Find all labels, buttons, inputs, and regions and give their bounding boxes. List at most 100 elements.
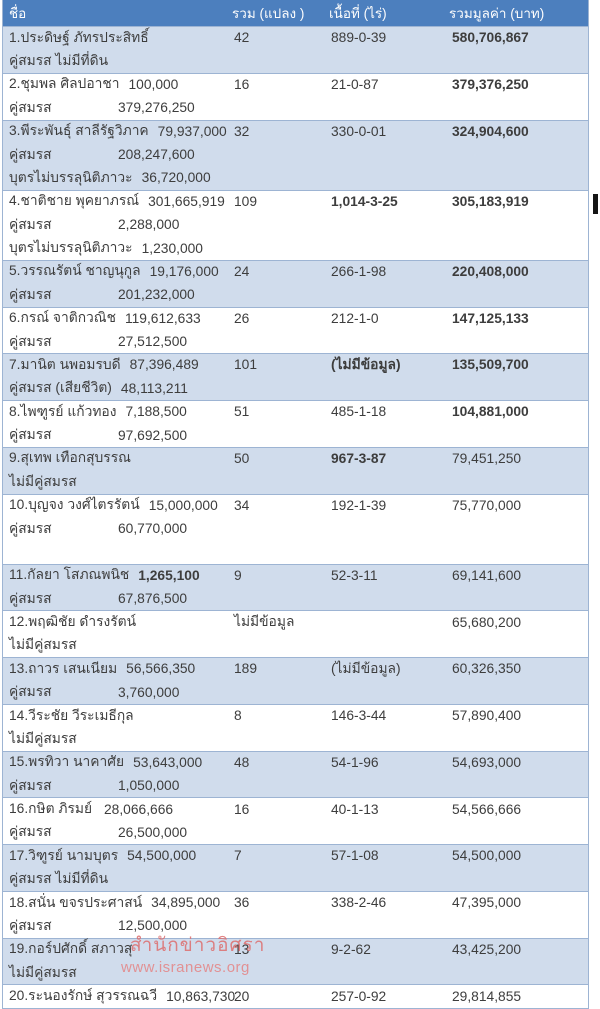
table-row: 1.ประดิษฐ์ ภัทรประสิทธิ์ 42 889-0-39 580,70… <box>2 26 589 73</box>
value-cell: 379,376,250 <box>452 76 529 92</box>
name-cell: 8.ไพฑูรย์ แก้วทอง <box>9 403 117 419</box>
value-cell: 54,566,666 <box>452 801 522 817</box>
amount-cell: 301,665,919 <box>148 193 225 209</box>
amount-cell: 7,188,500 <box>125 404 187 420</box>
area-cell: 330-0-01 <box>331 123 387 139</box>
row-main-line: 17.วิฑูรย์ นามบุตร 54,500,000 7 57-1-08 54,5… <box>3 844 588 867</box>
amount-cell: 3,760,000 <box>118 684 180 700</box>
name-cell: ไม่มีคู่สมรส <box>9 964 77 980</box>
name-cell: 13.ถาวร เสนเนียม <box>9 660 118 676</box>
amount-cell: 34,895,000 <box>151 895 221 911</box>
row-sub-line: คู่สมรส 27,512,500 <box>3 330 588 353</box>
amount-cell: 15,000,000 <box>148 497 218 513</box>
name-cell: ไม่มีคู่สมรส <box>9 473 77 489</box>
row-main-line: 12.พฤฒิชัย ดำรงรัตน์ ไม่มีข้อมูล 65,680,20… <box>3 610 588 633</box>
name-cell: คู่สมรส <box>9 286 52 302</box>
table-row: 20.ระนองรักษ์ สุวรรณฉวี 10,863,730 20 257-0… <box>2 984 589 1007</box>
header-area: เนื้อที่ (ไร่) <box>329 6 387 21</box>
amount-cell: 379,276,250 <box>118 100 195 116</box>
area-cell: (ไม่มีข้อมูล) <box>331 660 401 676</box>
amount-cell: 54,500,000 <box>127 848 197 864</box>
row-sub-line: คู่สมรส 379,276,250 <box>3 96 588 119</box>
row-main-line: 14.วีระชัย วีระเมธีกุล 8 146-3-44 57,890,40… <box>3 704 588 727</box>
area-cell: 146-3-44 <box>331 708 387 724</box>
row-sub-line: คู่สมรส 97,692,500 <box>3 423 588 446</box>
table-row: 16.กษิต ภิรมย์ 28,066,666 16 40-1-13 54,566,… <box>2 797 589 844</box>
table-row: 12.พฤฒิชัย ดำรงรัตน์ ไม่มีข้อมูล 65,680,20… <box>2 610 589 657</box>
row-sub-line: บุตรไม่บรรลุนิติภาวะ 36,720,000 <box>3 166 588 189</box>
row-main-line: 13.ถาวร เสนเนียม 56,566,350 189 (ไม่มีข้อมู… <box>3 657 588 680</box>
name-cell: คู่สมรส <box>9 216 52 232</box>
row-main-line: 9.สุเทพ เทือกสุบรรณ 50 967-3-87 79,451,250 <box>3 447 588 470</box>
row-main-line: 6.กรณ์ จาติกวณิช 119,612,633 26 212-1-0 147,… <box>3 307 588 330</box>
plots-cell: 51 <box>234 404 250 420</box>
amount-cell: 26,500,000 <box>118 824 188 840</box>
name-cell: คู่สมรส (เสียชีวิต) <box>9 380 112 396</box>
amount-cell: 36,720,000 <box>141 170 211 186</box>
name-cell: 9.สุเทพ เทือกสุบรรณ <box>9 450 131 466</box>
name-cell: 2.ชุมพล ศิลปอาชา <box>9 76 120 92</box>
amount-cell: 208,247,600 <box>118 147 195 163</box>
row-sub-line: ไม่มีคู่สมรส <box>3 470 588 493</box>
plots-cell: 16 <box>234 76 250 92</box>
row-main-line: 18.สนั่น ขจรประศาสน์ 34,895,000 36 338-2-46… <box>3 891 588 914</box>
row-sub-line: คู่สมรส (เสียชีวิต) 48,113,211 <box>3 377 588 400</box>
plots-cell: 36 <box>234 895 250 911</box>
area-cell: 212-1-0 <box>331 310 379 326</box>
value-cell: 79,451,250 <box>452 450 522 466</box>
name-cell: 7.มานิต นพอมรบดี <box>9 356 121 372</box>
plots-cell: 9 <box>234 567 242 583</box>
table-row: 13.ถาวร เสนเนียม 56,566,350 189 (ไม่มีข้อมู… <box>2 657 589 704</box>
amount-cell: 100,000 <box>128 76 179 92</box>
name-cell: 5.วรรณรัตน์ ชาญนุกูล <box>9 263 141 279</box>
name-cell: คู่สมรส <box>9 777 52 793</box>
plots-cell: 8 <box>234 708 242 724</box>
plots-cell: 16 <box>234 801 250 817</box>
watermark-text: สำนักข่าวอิศรา <box>130 935 266 956</box>
table-row: 9.สุเทพ เทือกสุบรรณ 50 967-3-87 79,451,250 ไ… <box>2 446 589 494</box>
value-cell: 220,408,000 <box>452 263 529 279</box>
amount-cell: 56,566,350 <box>126 661 196 677</box>
amount-cell: 48,113,211 <box>120 380 188 396</box>
amount-cell: 19,176,000 <box>149 263 219 279</box>
name-cell: 1.ประดิษฐ์ ภัทรประสิทธิ์ <box>9 29 149 45</box>
plots-cell: 50 <box>234 450 250 466</box>
row-main-line: 16.กษิต ภิรมย์ 28,066,666 16 40-1-13 54,566,… <box>3 797 588 820</box>
area-cell: 21-0-87 <box>331 76 379 92</box>
name-cell: 10.บุญจง วงศ์ไตรรัตน์ <box>9 497 140 513</box>
name-cell: 20.ระนองรักษ์ สุวรรณฉวี <box>9 988 158 1004</box>
value-cell: 324,904,600 <box>452 123 529 139</box>
area-cell: (ไม่มีข้อมูล) <box>331 356 401 372</box>
amount-cell: 97,692,500 <box>118 427 188 443</box>
value-cell: 305,183,919 <box>452 193 529 209</box>
name-cell: ไม่มีคู่สมรส <box>9 637 77 653</box>
amount-cell: 53,643,000 <box>133 754 203 770</box>
row-sub-line: คู่สมรส ไม่มีที่ดิน <box>3 868 588 891</box>
area-cell: 257-0-92 <box>331 988 387 1004</box>
row-main-line: 11.กัลยา โสภณพนิช 1,265,100 9 52-3-11 69,141… <box>3 564 588 587</box>
value-cell: 75,770,000 <box>452 497 522 513</box>
area-cell: 57-1-08 <box>331 848 379 864</box>
area-cell: 1,014-3-25 <box>331 193 398 209</box>
name-cell: คู่สมรส <box>9 146 52 162</box>
name-cell: คู่สมรส <box>9 520 52 536</box>
row-main-line: 3.พีระพันธุ์ สาลีรัฐวิภาค 79,937,000 32 330… <box>3 120 588 143</box>
row-sub-line: คู่สมรส 67,876,500 <box>3 587 588 610</box>
header-value: รวมมูลค่า (บาท) <box>449 6 545 21</box>
table-row: 2.ชุมพล ศิลปอาชา 100,000 16 21-0-87 379,376,… <box>2 72 589 120</box>
value-cell: 29,814,855 <box>452 988 522 1004</box>
name-cell: 15.พรทิวา นาคาศัย <box>9 754 125 770</box>
name-cell: ไม่มีคู่สมรส <box>9 730 77 746</box>
row-main-line: 1.ประดิษฐ์ ภัทรประสิทธิ์ 42 889-0-39 580,70… <box>3 26 588 49</box>
amount-cell: 67,876,500 <box>118 591 188 607</box>
amount-cell: 12,500,000 <box>118 918 188 934</box>
table-row: 6.กรณ์ จาติกวณิช 119,612,633 26 212-1-0 147,… <box>2 306 589 354</box>
value-cell: 57,890,400 <box>452 708 522 724</box>
row-sub-line: บุตรไม่บรรลุนิติภาวะ 1,230,000 <box>3 236 588 259</box>
name-cell: คู่สมรส <box>9 427 52 443</box>
plots-cell: 24 <box>234 263 250 279</box>
area-cell: 485-1-18 <box>331 404 387 420</box>
area-cell: 40-1-13 <box>331 801 379 817</box>
plots-cell: 109 <box>234 193 258 209</box>
row-sub-line <box>3 540 588 563</box>
